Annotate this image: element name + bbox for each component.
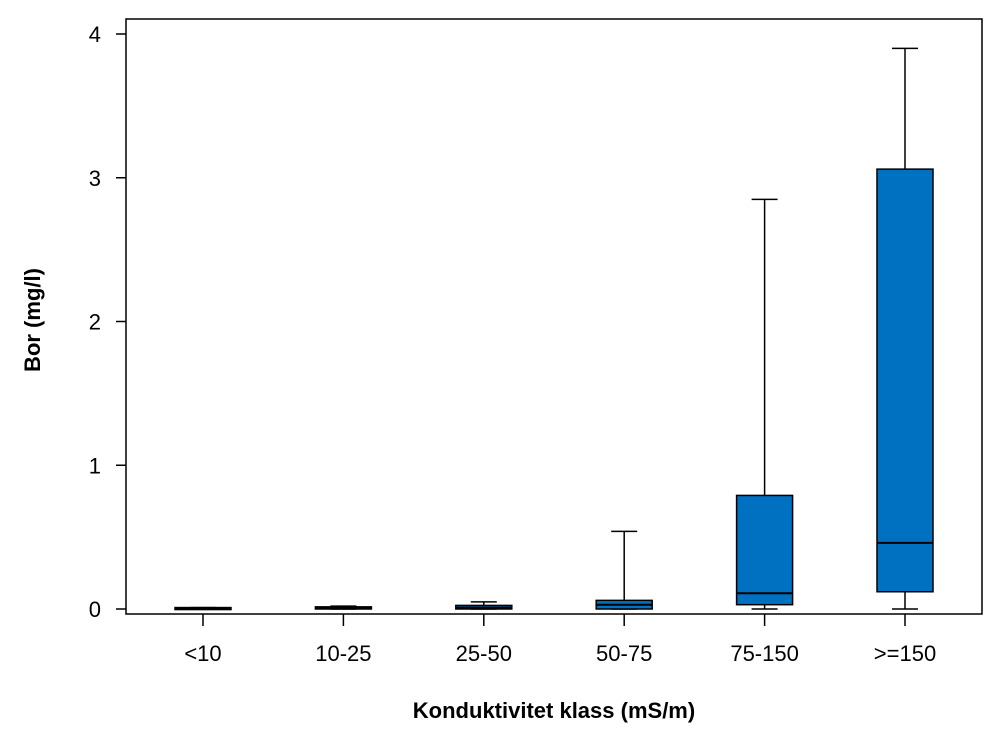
y-tick-label: 4 — [89, 22, 101, 47]
y-axis-title: Bor (mg/l) — [20, 268, 45, 372]
y-tick-label: 0 — [89, 597, 101, 622]
y-tick-label: 3 — [89, 166, 101, 191]
y-tick-label: 1 — [89, 453, 101, 478]
x-tick-label: 10-25 — [315, 641, 371, 666]
box-iqr — [735, 494, 794, 606]
y-tick-label: 2 — [89, 310, 101, 335]
x-tick-label: <10 — [184, 641, 221, 666]
x-tick-label: 50-75 — [596, 641, 652, 666]
plot-frame — [125, 18, 983, 615]
box-iqr — [876, 168, 934, 593]
x-axis-title: Konduktivitet klass (mS/m) — [413, 698, 695, 723]
x-tick-label: >=150 — [874, 641, 936, 666]
plot-area: 0 1 2 3 4 <10 10-25 25-50 50-75 75-150 >=150 — [89, 18, 983, 666]
x-tick-label: 25-50 — [456, 641, 512, 666]
x-tick-label: 75-150 — [730, 641, 799, 666]
